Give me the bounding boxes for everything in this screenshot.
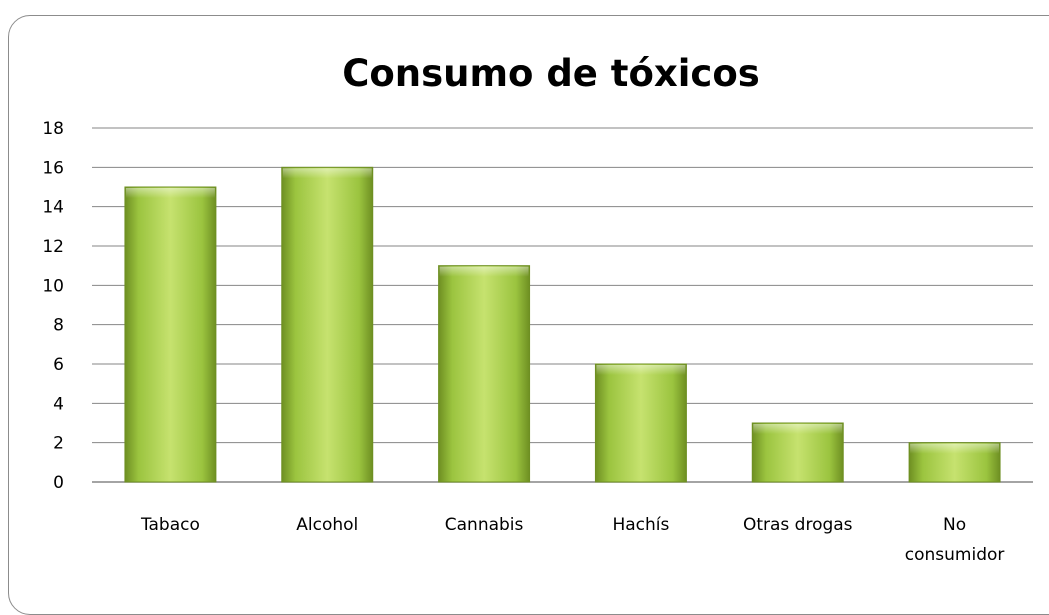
bar-alcohol xyxy=(281,166,374,483)
x-tick-label-line: No xyxy=(943,515,966,535)
x-tick-label-line: consumidor xyxy=(905,545,1005,565)
bar-chart: Consumo de tóxicos 0 2 4 6 8 10 12 14 16 18 Tabac… xyxy=(42,52,1033,565)
gridlines xyxy=(92,127,1033,483)
bar-highlight xyxy=(596,365,686,375)
y-tick-label: 0 xyxy=(53,473,64,493)
x-tick-label: No consumidor xyxy=(905,515,1005,565)
x-tick-label-line: Otras drogas xyxy=(743,515,853,535)
x-tick-label: Cannabis xyxy=(445,515,524,535)
bar-highlight xyxy=(753,424,843,434)
y-tick-label: 8 xyxy=(53,316,64,336)
y-tick-label: 4 xyxy=(53,394,64,414)
bar xyxy=(281,166,374,483)
x-tick-label-line: Hachís xyxy=(612,515,669,535)
x-tick-label: Hachís xyxy=(612,515,669,535)
bar-otras-drogas xyxy=(751,422,844,483)
bar-tabaco xyxy=(124,186,217,483)
y-tick-label: 2 xyxy=(53,434,64,454)
bar-hachís xyxy=(594,363,687,483)
x-tick-label: Alcohol xyxy=(296,515,358,535)
bar-highlight xyxy=(125,188,215,198)
y-tick-label: 10 xyxy=(42,276,64,296)
x-tick-label-line: Cannabis xyxy=(445,515,524,535)
bar-no-consumidor xyxy=(908,442,1001,483)
x-tick-label: Otras drogas xyxy=(743,515,853,535)
y-tick-label: 12 xyxy=(42,237,64,257)
y-axis-ticks: 0 2 4 6 8 10 12 14 16 18 xyxy=(42,119,64,493)
bar-highlight xyxy=(439,266,529,277)
y-tick-label: 18 xyxy=(42,119,64,139)
chart-title: Consumo de tóxicos xyxy=(342,52,760,95)
bar xyxy=(438,265,531,483)
x-tick-label-line: Alcohol xyxy=(296,515,358,535)
bar xyxy=(594,363,687,483)
y-tick-label: 6 xyxy=(53,355,64,375)
bar-highlight xyxy=(282,168,372,179)
bar-highlight xyxy=(910,443,1000,454)
bars xyxy=(124,166,1001,483)
y-tick-label: 16 xyxy=(42,158,64,178)
x-axis-labels: Tabaco Alcohol Cannabis Hachís Otras drogas N… xyxy=(140,515,1004,565)
bar xyxy=(124,186,217,483)
x-tick-label-line: Tabaco xyxy=(140,515,200,535)
y-tick-label: 14 xyxy=(42,198,64,218)
bar-cannabis xyxy=(438,265,531,483)
x-tick-label: Tabaco xyxy=(140,515,200,535)
